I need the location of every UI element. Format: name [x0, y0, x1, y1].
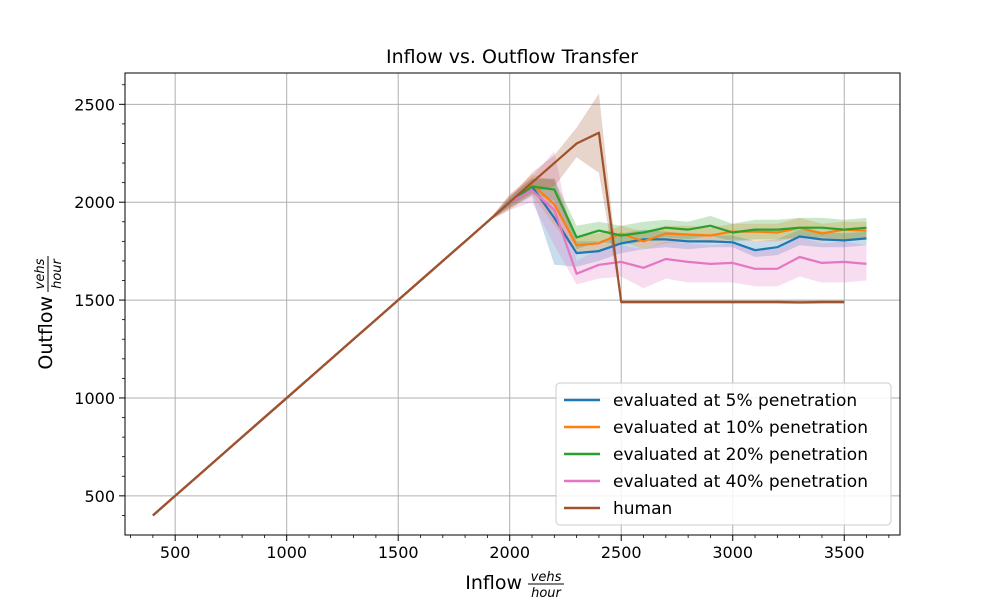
- x-tick-label: 3500: [824, 543, 865, 562]
- series-line-4: [152, 131, 845, 517]
- y-axis-label: Outflow: [35, 296, 57, 370]
- legend: evaluated at 5% penetration evaluated at …: [555, 382, 892, 526]
- x-axis-label: Inflow: [465, 572, 522, 594]
- legend-label: evaluated at 5% penetration: [613, 391, 857, 411]
- x-tick-label: 3000: [712, 543, 753, 562]
- x-tick-label: 2500: [601, 543, 642, 562]
- legend-label: human: [613, 499, 672, 519]
- y-tick-label: 2500: [74, 95, 115, 114]
- plot-frame: [124, 72, 901, 536]
- series-lines: [152, 131, 867, 517]
- chart-title: Inflow vs. Outflow Transfer: [386, 46, 638, 68]
- x-axis-unit-denominator: hour: [531, 586, 562, 600]
- axis-ticks: 500 1000 1500 2000 2500 3000 3500 500 1000 1500 20…: [74, 84, 890, 562]
- x-tick-label: 1500: [378, 543, 419, 562]
- legend-label: evaluated at 20% penetration: [613, 445, 868, 465]
- x-axis-label-group: Inflow vehs hour: [465, 570, 564, 600]
- legend-box: [555, 382, 892, 526]
- x-axis-unit-numerator: vehs: [531, 570, 562, 585]
- y-tick-label: 1500: [74, 291, 115, 310]
- legend-label: evaluated at 40% penetration: [613, 472, 868, 492]
- y-axis-label-group: Outflow vehs hour: [33, 256, 65, 370]
- y-tick-label: 500: [84, 487, 115, 506]
- x-tick-label: 1000: [266, 543, 307, 562]
- grid: [125, 73, 900, 535]
- y-axis-unit-denominator: hour: [50, 257, 65, 288]
- y-axis-unit-numerator: vehs: [33, 258, 48, 289]
- x-tick-label: 500: [160, 543, 191, 562]
- y-tick-label: 2000: [74, 193, 115, 212]
- y-tick-label: 1000: [74, 389, 115, 408]
- legend-label: evaluated at 10% penetration: [613, 418, 868, 438]
- x-tick-label: 2000: [489, 543, 530, 562]
